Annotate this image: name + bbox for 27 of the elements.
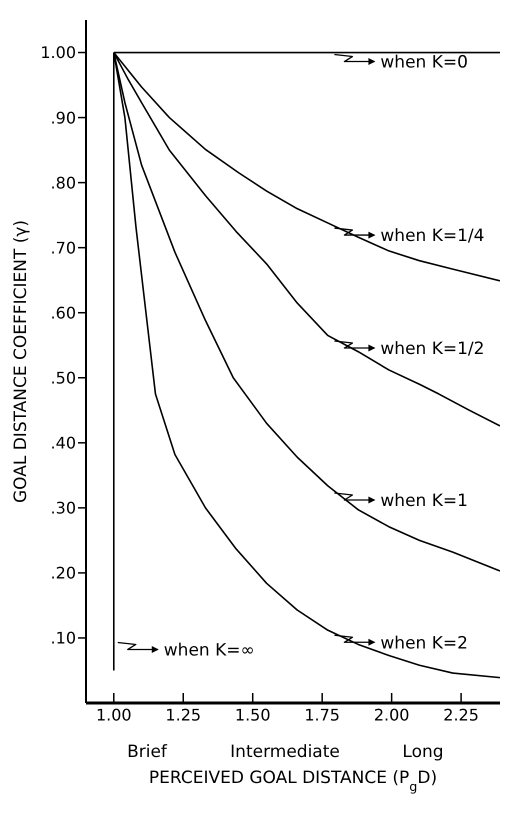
y-tick-label: .10 — [50, 628, 76, 648]
x-axis-title: PERCEIVED GOAL DISTANCE (P$_{g}$D) — [148, 768, 438, 794]
y-tick-label: .30 — [50, 498, 76, 518]
y-tick-label: .90 — [50, 108, 76, 128]
text: Brief — [127, 742, 168, 762]
legend-label: when K=0 — [380, 52, 468, 73]
x-tick-label: 1.50 — [234, 705, 271, 724]
y-tick-label: .70 — [50, 238, 76, 258]
x-tick-label: 1.25 — [165, 705, 202, 724]
x-tick-label: 1.75 — [304, 705, 340, 724]
y-tick-label: .40 — [50, 433, 76, 452]
legend-label: when K=1/2 — [380, 339, 484, 360]
y-tick-label: .60 — [50, 303, 76, 322]
x-tick-label: 2.00 — [374, 705, 410, 724]
y-tick-label: .80 — [50, 173, 76, 192]
legend-label: when K=2 — [380, 633, 468, 654]
y-tick-label: 1.00 — [40, 43, 76, 62]
legend-label: when K=1 — [380, 490, 468, 511]
y-tick-label: .20 — [50, 564, 76, 583]
x-tick-label: 2.25 — [443, 705, 479, 724]
legend-label: when K=1/4 — [380, 226, 484, 246]
y-tick-label: .50 — [50, 368, 76, 388]
text: Intermediate — [230, 742, 340, 762]
text: Long — [402, 742, 444, 762]
x-tick-label: 1.00 — [96, 705, 132, 724]
y-axis-title: GOAL DISTANCE COEFFICIENT (γ) — [11, 220, 31, 504]
legend-label: when K=∞ — [164, 640, 255, 660]
